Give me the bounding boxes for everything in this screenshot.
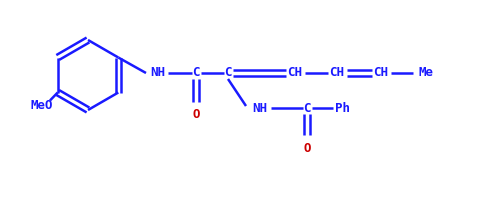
Text: C: C <box>224 66 232 79</box>
Text: C: C <box>303 102 311 115</box>
Text: O: O <box>192 108 200 121</box>
Text: Me: Me <box>419 66 433 79</box>
Text: CH: CH <box>374 66 388 79</box>
Text: CH: CH <box>287 66 303 79</box>
Text: C: C <box>192 66 200 79</box>
Text: MeO: MeO <box>31 99 53 112</box>
Text: O: O <box>303 141 311 154</box>
Text: Ph: Ph <box>336 102 351 115</box>
Text: NH: NH <box>252 102 268 115</box>
Text: NH: NH <box>150 66 166 79</box>
Text: CH: CH <box>329 66 345 79</box>
